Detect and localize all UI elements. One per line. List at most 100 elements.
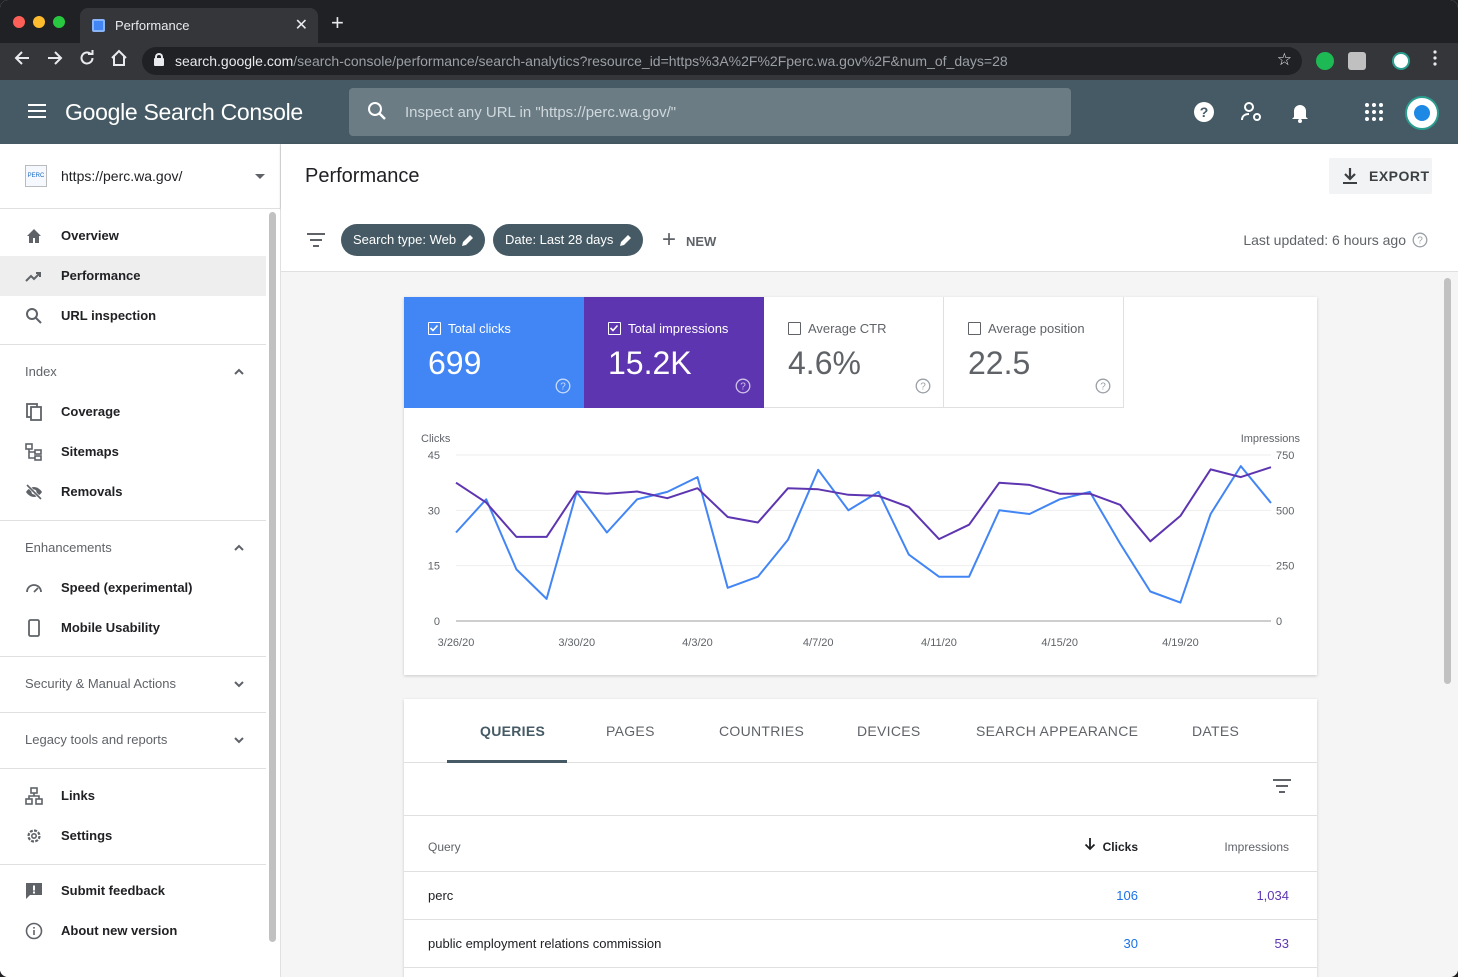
sort-descending-arrow-icon[interactable] <box>1084 837 1096 851</box>
sidebar-item-sitemaps[interactable]: Sitemaps <box>0 432 266 472</box>
series-line-clicks <box>455 465 1272 604</box>
checkbox-checked-icon[interactable] <box>608 322 621 335</box>
page-title: Performance <box>305 165 420 187</box>
browser-tab[interactable]: Performance ✕ <box>80 8 318 43</box>
table-row[interactable]: public employment relations commission 3… <box>404 920 1317 968</box>
tab-queries[interactable]: QUERIES <box>480 723 546 739</box>
tab-devices[interactable]: DEVICES <box>857 723 921 739</box>
sidebar-item-links[interactable]: Links <box>0 776 266 816</box>
info-icon <box>25 922 43 940</box>
manage-users-icon[interactable] <box>1239 99 1265 125</box>
sidebar-scrollbar[interactable] <box>269 212 276 942</box>
reload-icon[interactable] <box>75 49 99 72</box>
forward-icon[interactable] <box>43 49 67 72</box>
trending-up-icon <box>25 272 41 282</box>
date-range-chip[interactable]: Date: Last 28 days <box>493 224 643 256</box>
help-circle-icon[interactable]: ? <box>1412 232 1428 248</box>
column-header-clicks[interactable]: Clicks <box>1102 840 1138 854</box>
sidebar-item-about[interactable]: About new version <box>0 911 266 951</box>
tab-search-appearance[interactable]: SEARCH APPEARANCE <box>976 723 1139 739</box>
menu-icon[interactable] <box>28 104 46 118</box>
account-avatar[interactable] <box>1405 96 1439 130</box>
checkbox-unchecked-icon[interactable] <box>968 322 981 335</box>
help-circle-icon[interactable]: ? <box>1095 378 1111 394</box>
back-icon[interactable] <box>10 49 34 72</box>
sidebar-item-coverage[interactable]: Coverage <box>0 392 266 432</box>
chip-label: Date: Last 28 days <box>505 232 614 247</box>
metric-average-position[interactable]: Average position 22.5 ? <box>944 297 1124 408</box>
url-inspection-search[interactable] <box>349 88 1071 136</box>
svg-text:?: ? <box>1200 104 1209 120</box>
tab-pages[interactable]: PAGES <box>606 723 655 739</box>
apps-grid-icon[interactable] <box>1361 99 1387 125</box>
column-header-impressions[interactable]: Impressions <box>1224 840 1289 854</box>
x-tick-label: 4/3/20 <box>682 637 713 649</box>
help-circle-icon[interactable]: ? <box>555 378 571 394</box>
sidebar-item-overview[interactable]: Overview <box>0 216 266 256</box>
close-tab-icon[interactable]: ✕ <box>294 17 308 34</box>
section-header-index[interactable]: Index <box>0 344 266 400</box>
metric-total-clicks[interactable]: Total clicks 699 ? <box>404 297 584 408</box>
section-header-security[interactable]: Security & Manual Actions <box>0 656 266 712</box>
sidebar-item-label: Speed (experimental) <box>61 580 193 595</box>
main-content: Performance EXPORT Search type: Web Date… <box>281 144 1458 977</box>
performance-chart-card: Total clicks 699 ? Total impressions 15.… <box>404 297 1317 675</box>
sidebar-item-settings[interactable]: Settings <box>0 816 266 856</box>
section-header-legacy[interactable]: Legacy tools and reports <box>0 712 266 768</box>
section-label: Index <box>25 364 57 379</box>
sidebar-item-speed[interactable]: Speed (experimental) <box>0 568 266 608</box>
dimension-tabs: QUERIES PAGES COUNTRIES DEVICES SEARCH A… <box>404 699 1317 763</box>
y-tick-label-right: 0 <box>1276 616 1282 628</box>
tab-countries[interactable]: COUNTRIES <box>719 723 805 739</box>
help-icon[interactable]: ? <box>1191 99 1217 125</box>
property-selector[interactable]: PERC https://perc.wa.gov/ <box>0 144 280 209</box>
home-icon[interactable] <box>107 49 131 72</box>
sidebar-item-mobile-usability[interactable]: Mobile Usability <box>0 608 266 648</box>
section-header-enhancements[interactable]: Enhancements <box>0 520 266 576</box>
maximize-window-button[interactable] <box>53 16 65 28</box>
search-input[interactable] <box>405 100 1045 124</box>
extension-icon[interactable] <box>1316 52 1334 70</box>
new-tab-button[interactable]: + <box>331 10 344 35</box>
extension-icon[interactable] <box>1348 52 1366 70</box>
y-tick-label-right: 750 <box>1276 450 1294 462</box>
sidebar-item-label: Coverage <box>61 404 121 419</box>
metric-value: 15.2K <box>608 345 692 381</box>
minimize-window-button[interactable] <box>33 16 45 28</box>
notifications-bell-icon[interactable] <box>1287 99 1313 125</box>
bookmark-star-icon[interactable]: ☆ <box>1276 50 1292 69</box>
filter-icon[interactable] <box>307 233 325 247</box>
column-header-query[interactable]: Query <box>428 840 461 854</box>
app-logo: Google Search Console <box>65 99 303 125</box>
help-circle-icon[interactable]: ? <box>735 378 751 394</box>
metric-average-ctr[interactable]: Average CTR 4.6% ? <box>764 297 944 408</box>
divider <box>0 656 266 657</box>
export-label: EXPORT <box>1369 168 1430 184</box>
browser-menu-icon[interactable] <box>1423 49 1447 72</box>
export-button[interactable]: EXPORT <box>1329 158 1432 194</box>
sidebar-item-performance[interactable]: Performance <box>0 256 266 296</box>
close-window-button[interactable] <box>13 16 25 28</box>
help-circle-icon[interactable]: ? <box>915 378 931 394</box>
address-bar[interactable]: search.google.com/search-console/perform… <box>142 47 1302 75</box>
profile-avatar-icon[interactable] <box>1392 52 1410 70</box>
search-type-chip[interactable]: Search type: Web <box>341 224 485 256</box>
coverage-icon <box>26 403 42 421</box>
checkbox-checked-icon[interactable] <box>428 322 441 335</box>
sidebar-item-label: About new version <box>61 923 178 938</box>
data-table-card: QUERIES PAGES COUNTRIES DEVICES SEARCH A… <box>404 699 1317 977</box>
metric-total-impressions[interactable]: Total impressions 15.2K ? <box>584 297 764 408</box>
sidebar-item-submit-feedback[interactable]: Submit feedback <box>0 871 266 911</box>
table-filter-icon[interactable] <box>1273 779 1291 793</box>
sidebar-item-url-inspection[interactable]: URL inspection <box>0 296 266 336</box>
x-tick-label: 3/26/20 <box>438 637 475 649</box>
main-scrollbar[interactable] <box>1444 278 1451 684</box>
tab-dates[interactable]: DATES <box>1192 723 1240 739</box>
sidebar-item-label: Overview <box>61 228 119 243</box>
impressions-cell: 53 <box>1274 936 1289 951</box>
sidebar-item-removals[interactable]: Removals <box>0 472 266 512</box>
search-icon <box>368 102 386 120</box>
checkbox-unchecked-icon[interactable] <box>788 322 801 335</box>
table-row[interactable]: perc 106 1,034 <box>404 872 1317 920</box>
